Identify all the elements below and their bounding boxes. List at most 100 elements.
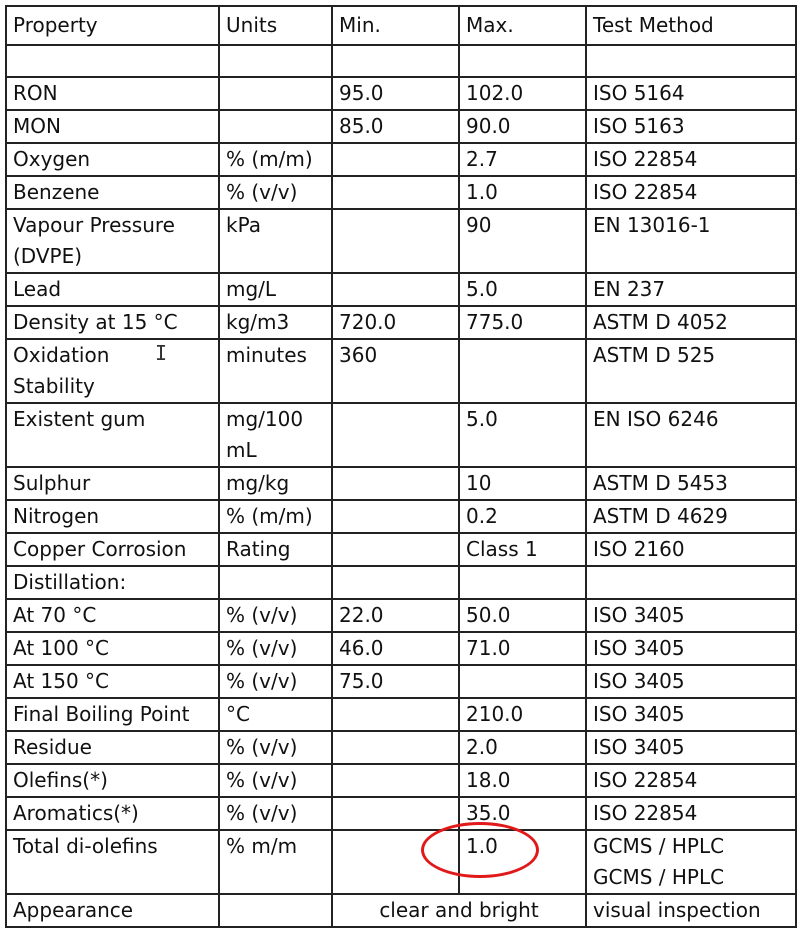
cell-test-method: ISO 22854 — [585, 175, 797, 210]
cell-property: Total di-olefins — [5, 829, 220, 895]
cell-test-method — [585, 565, 797, 600]
cell-test-method: ISO 3405 — [585, 631, 797, 666]
cell-units — [218, 109, 333, 144]
cell-units — [218, 893, 333, 928]
cell-property: Copper Corrosion — [5, 532, 220, 567]
table-row: Oxidation Stability minutes 360 ASTM D 525 — [5, 338, 797, 404]
cell-min — [331, 796, 460, 831]
cell-test-method: ISO 5163 — [585, 109, 797, 144]
cell-min — [331, 272, 460, 307]
cell-min — [331, 175, 460, 210]
highlight-circle — [421, 822, 539, 878]
cell-max: 2.7 — [458, 142, 587, 177]
cell-property — [5, 44, 220, 78]
cell-max: 2.0 — [458, 730, 587, 765]
table-row: Nitrogen% (m/m) 0.2 ASTM D 4629 — [5, 499, 797, 534]
cell-max: 90.0 — [458, 109, 587, 144]
cell-max — [458, 338, 587, 404]
table-row: RON 95.0 102.0 ISO 5164 — [5, 76, 797, 111]
cell-test-method: ASTM D 525 — [585, 338, 797, 404]
header-test-method: Test Method — [585, 5, 797, 46]
cell-test-method: ASTM D 5453 — [585, 466, 797, 501]
cell-units: % (v/v) — [218, 175, 333, 210]
cell-property: Oxygen — [5, 142, 220, 177]
cell-test-method: ISO 22854 — [585, 763, 797, 798]
cell-property: Existent gum — [5, 402, 220, 468]
cell-units: mg/L — [218, 272, 333, 307]
cell-min: 95.0 — [331, 76, 460, 111]
cell-units: mg/100 mL — [218, 402, 333, 468]
cell-test-method: ASTM D 4052 — [585, 305, 797, 340]
cell-units: kPa — [218, 208, 333, 274]
cell-property: Appearance — [5, 893, 220, 928]
cell-property: Residue — [5, 730, 220, 765]
cell-units — [218, 76, 333, 111]
cell-property: Olefins(*) — [5, 763, 220, 798]
cell-test-method: EN ISO 6246 — [585, 402, 797, 468]
cell-property: At 100 °C — [5, 631, 220, 666]
cell-property: Benzene — [5, 175, 220, 210]
cell-test-method: ISO 22854 — [585, 142, 797, 177]
cell-units: % (v/v) — [218, 730, 333, 765]
table-row: Lead mg/L 5.0 EN 237 — [5, 272, 797, 307]
table-row: Olefins(*)% (v/v) 18.0 ISO 22854 — [5, 763, 797, 798]
table-row: Existent gum mg/100 mL 5.0 EN ISO 6246 — [5, 402, 797, 468]
table-row: Sulphur mg/kg 10 ASTM D 5453 — [5, 466, 797, 501]
cell-property: Lead — [5, 272, 220, 307]
cell-test-method: ISO 2160 — [585, 532, 797, 567]
cell-units: kg/m3 — [218, 305, 333, 340]
cell-units: % (v/v) — [218, 631, 333, 666]
cell-max: 10 — [458, 466, 587, 501]
cell-units: % (m/m) — [218, 142, 333, 177]
cell-max: 71.0 — [458, 631, 587, 666]
cell-property: Oxidation Stability — [5, 338, 220, 404]
cell-max: 90 — [458, 208, 587, 274]
cell-max: 1.0 — [458, 175, 587, 210]
cell-max — [458, 565, 587, 600]
cell-property: At 70 °C — [5, 598, 220, 633]
header-property: Property — [5, 5, 220, 46]
table-row: Oxygen% (m/m) 2.7 ISO 22854 — [5, 142, 797, 177]
cell-test-method — [585, 44, 797, 78]
cell-max: 50.0 — [458, 598, 587, 633]
cell-min: 75.0 — [331, 664, 460, 699]
table-row: Density at 15 °C kg/m3 720.0 775.0 ASTM D 40… — [5, 305, 797, 340]
cell-min — [331, 730, 460, 765]
cell-min: 720.0 — [331, 305, 460, 340]
cell-test-method: ASTM D 4629 — [585, 499, 797, 534]
cell-max: 0.2 — [458, 499, 587, 534]
table-row: Final Boiling Point °C 210.0 ISO 3405 — [5, 697, 797, 732]
table-row: Aromatics(*)% (v/v) 35.0 ISO 22854 — [5, 796, 797, 831]
cell-units: % (v/v) — [218, 796, 333, 831]
table-row: Distillation: — [5, 565, 797, 600]
cell-property: Density at 15 °C — [5, 305, 220, 340]
cell-appearance-value: clear and bright — [331, 893, 587, 928]
header-units: Units — [218, 5, 333, 46]
cell-min: 360 — [331, 338, 460, 404]
cell-units: Rating — [218, 532, 333, 567]
cell-property: At 150 °C — [5, 664, 220, 699]
cell-test-method: ISO 3405 — [585, 598, 797, 633]
cell-test-method: ISO 22854 — [585, 796, 797, 831]
cell-min — [331, 208, 460, 274]
cell-units: minutes — [218, 338, 333, 404]
cell-property: Aromatics(*) — [5, 796, 220, 831]
cell-units: % (m/m) — [218, 499, 333, 534]
cell-min — [331, 142, 460, 177]
cell-units: mg/kg — [218, 466, 333, 501]
cell-property: MON — [5, 109, 220, 144]
cell-property: Nitrogen — [5, 499, 220, 534]
cell-max: 5.0 — [458, 272, 587, 307]
cell-test-method: EN 237 — [585, 272, 797, 307]
cell-units: % (v/v) — [218, 763, 333, 798]
header-max: Max. — [458, 5, 587, 46]
cell-max: Class 1 — [458, 532, 587, 567]
cell-units — [218, 565, 333, 600]
cell-property: Distillation: — [5, 565, 220, 600]
cell-max: 18.0 — [458, 763, 587, 798]
table-row: Residue% (v/v) 2.0 ISO 3405 — [5, 730, 797, 765]
cell-units: % m/m — [218, 829, 333, 895]
cell-test-method: ISO 3405 — [585, 664, 797, 699]
cell-test-method: ISO 5164 — [585, 76, 797, 111]
cell-test-method: GCMS / HPLC GCMS / HPLC — [585, 829, 797, 895]
